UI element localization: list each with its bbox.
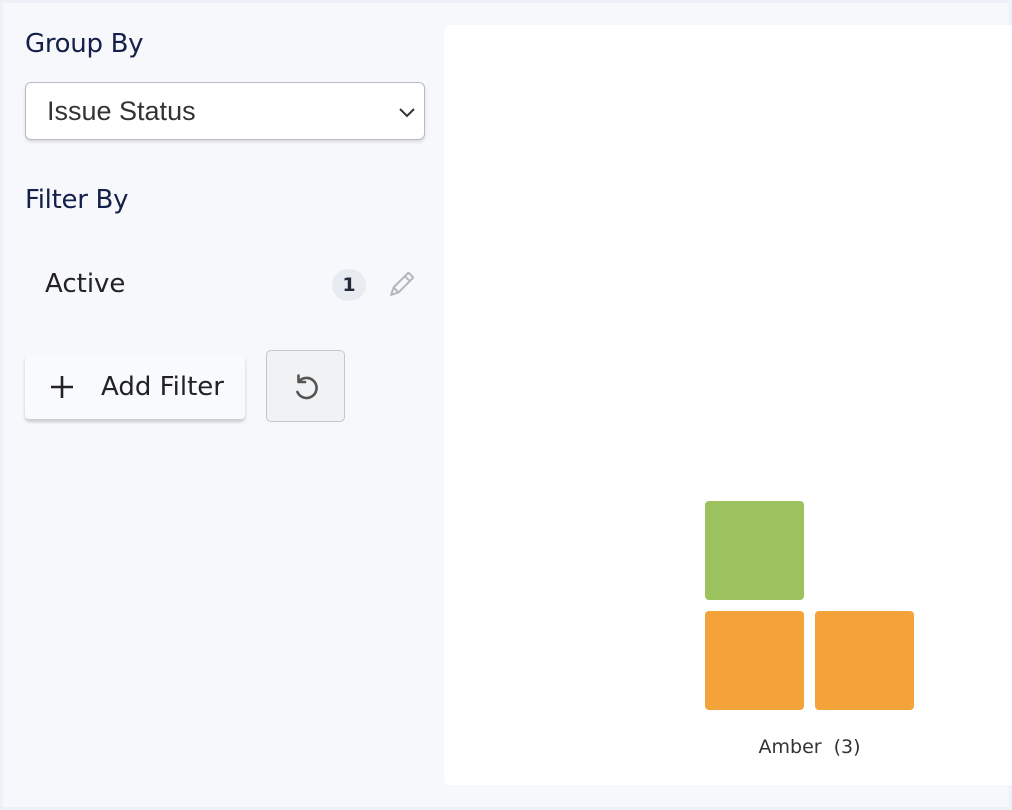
group-by-select[interactable]: Issue Status [25,82,425,140]
plus-icon [51,376,73,398]
filter-item-active[interactable]: Active 1 [25,257,425,313]
add-filter-button[interactable]: Add Filter [25,355,245,419]
filter-count-badge: 1 [332,269,366,301]
add-filter-label: Add Filter [101,372,224,402]
undo-icon [296,374,318,400]
group-by-title: Group By [25,29,144,59]
chart-panel: Amber (3) [444,25,1012,785]
filter-by-title: Filter By [25,185,129,215]
reset-filters-button[interactable] [266,350,345,422]
group-by-selected-value: Issue Status [47,96,196,126]
waffle-square-amber[interactable] [815,611,914,710]
waffle-square-green[interactable] [705,501,804,600]
group-label: Amber (3) [758,736,861,758]
chevron-down-icon [399,108,415,118]
filter-label: Active [45,269,126,299]
pencil-icon[interactable] [385,269,417,301]
waffle-square-amber[interactable] [705,611,804,710]
